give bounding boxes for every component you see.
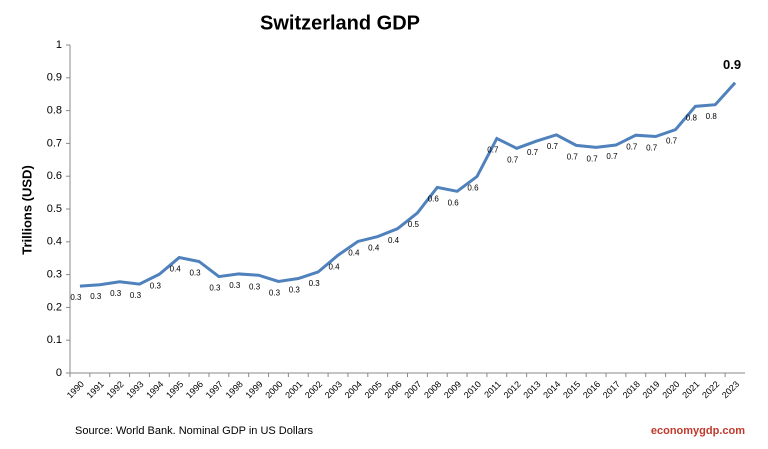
x-tick-label: 1997 xyxy=(204,379,225,400)
x-tick-label: 1993 xyxy=(124,379,145,400)
data-label: 0.9 xyxy=(723,57,741,72)
x-tick-label: 2005 xyxy=(363,379,384,400)
x-tick-label: 2009 xyxy=(442,379,463,400)
x-tick-label: 2016 xyxy=(581,379,602,400)
data-label: 0.7 xyxy=(487,146,499,155)
x-tick-label: 2001 xyxy=(283,379,304,400)
y-tick-label: 0.4 xyxy=(47,236,62,248)
data-label: 0.7 xyxy=(606,152,618,161)
x-tick-label: 2017 xyxy=(601,379,622,400)
x-tick-label: 2011 xyxy=(482,379,503,400)
x-tick-label: 2008 xyxy=(422,379,443,400)
data-label: 0.3 xyxy=(229,281,241,290)
data-label: 0.3 xyxy=(90,292,102,301)
y-tick-label: 0.8 xyxy=(47,105,62,117)
x-tick-label: 2019 xyxy=(641,379,662,400)
x-tick-label: 1990 xyxy=(65,379,86,400)
data-label: 0.8 xyxy=(706,112,718,121)
x-tick-label: 1991 xyxy=(85,379,106,400)
x-tick-label: 1995 xyxy=(164,379,185,400)
x-tick-label: 1998 xyxy=(224,379,245,400)
x-tick-label: 2014 xyxy=(541,379,562,400)
x-tick-label: 2010 xyxy=(462,379,483,400)
data-label: 0.3 xyxy=(269,289,281,298)
data-label: 0.7 xyxy=(547,142,559,151)
x-tick-label: 2018 xyxy=(621,379,642,400)
x-tick-label: 2023 xyxy=(720,379,741,400)
chart-title: Switzerland GDP xyxy=(260,12,420,34)
x-tick-label: 2004 xyxy=(343,379,364,400)
y-tick-label: 0.5 xyxy=(47,203,62,215)
x-tick-label: 2020 xyxy=(660,379,681,400)
data-label: 0.7 xyxy=(666,137,678,146)
data-label: 0.3 xyxy=(110,289,122,298)
source-note: Source: World Bank. Nominal GDP in US Do… xyxy=(75,425,314,437)
x-tick-label: 2015 xyxy=(561,379,582,400)
y-tick-label: 0.3 xyxy=(47,269,62,281)
y-tick-label: 0.9 xyxy=(47,72,62,84)
y-tick-label: 0.2 xyxy=(47,301,62,313)
x-tick-label: 2022 xyxy=(700,379,721,400)
x-tick-label: 2012 xyxy=(502,379,523,400)
data-label: 0.8 xyxy=(686,113,698,122)
y-tick-label: 0.7 xyxy=(47,137,62,149)
x-tick-label: 2007 xyxy=(402,379,423,400)
data-label: 0.7 xyxy=(507,155,519,164)
x-tick-label: 2013 xyxy=(521,379,542,400)
data-label: 0.3 xyxy=(150,281,162,290)
data-label: 0.5 xyxy=(408,220,420,229)
data-label: 0.3 xyxy=(70,293,82,302)
data-label: 0.4 xyxy=(170,265,182,274)
data-label: 0.3 xyxy=(249,282,261,291)
data-label: 0.3 xyxy=(130,291,142,300)
data-label: 0.6 xyxy=(448,198,460,207)
x-tick-label: 2021 xyxy=(680,379,701,400)
y-axis-label: Trillions (USD) xyxy=(19,165,34,255)
y-tick-label: 0.6 xyxy=(47,170,62,182)
data-label: 0.4 xyxy=(388,236,400,245)
x-tick-label: 1994 xyxy=(144,379,165,400)
x-tick-label: 2006 xyxy=(382,379,403,400)
x-tick-label: 2000 xyxy=(263,379,284,400)
data-label: 0.6 xyxy=(428,194,440,203)
data-label: 0.7 xyxy=(646,144,658,153)
data-label: 0.7 xyxy=(626,142,638,151)
y-tick-label: 0 xyxy=(56,367,62,379)
data-label: 0.7 xyxy=(587,154,599,163)
series-line xyxy=(79,81,737,288)
data-label: 0.3 xyxy=(209,284,221,293)
data-label: 0.4 xyxy=(368,244,380,253)
x-tick-label: 2002 xyxy=(303,379,324,400)
y-tick-label: 1 xyxy=(56,39,62,51)
data-label: 0.7 xyxy=(567,152,579,161)
data-label: 0.4 xyxy=(348,249,360,258)
data-label: 0.6 xyxy=(467,184,479,193)
data-label: 0.3 xyxy=(309,279,321,288)
x-tick-label: 1992 xyxy=(104,379,125,400)
data-label: 0.3 xyxy=(289,286,301,295)
y-tick-label: 0.1 xyxy=(47,334,62,346)
x-tick-label: 1999 xyxy=(243,379,264,400)
x-tick-label: 1996 xyxy=(184,379,205,400)
data-label: 0.3 xyxy=(189,269,201,278)
x-tick-label: 2003 xyxy=(323,379,344,400)
data-label: 0.7 xyxy=(527,148,539,157)
watermark: economygdp.com xyxy=(651,425,745,437)
data-label: 0.4 xyxy=(328,262,340,271)
